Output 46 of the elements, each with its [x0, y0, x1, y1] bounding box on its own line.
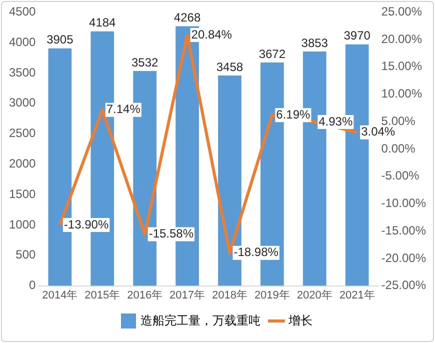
data-label: -18.98% — [234, 245, 279, 260]
legend-label: 造船完工量，万载重吨 — [140, 313, 260, 328]
y2-tick-label: 10.00% — [381, 86, 422, 101]
data-label: 3.04% — [361, 124, 396, 139]
y-tick-label: 4000 — [8, 34, 36, 49]
y-tick-label: 3500 — [8, 65, 36, 80]
x-tick-label: 2016年 — [127, 289, 163, 302]
data-label: 4184 — [89, 16, 116, 30]
y2-tick-label: -15.00% — [381, 223, 426, 238]
data-label: 3905 — [46, 32, 74, 47]
y-tick-label: 1500 — [8, 186, 36, 201]
y2-tick-label: -5.00% — [381, 168, 420, 183]
y2-tick-label: 25.00% — [381, 4, 422, 19]
y-tick-label: 3000 — [8, 96, 36, 110]
y2-tick-label: -25.00% — [381, 278, 426, 292]
x-tick-label: 2020年 — [296, 289, 332, 302]
data-label: 3532 — [131, 55, 158, 70]
x-tick-label: 2021年 — [339, 289, 375, 302]
y-tick-label: 0 — [29, 278, 36, 292]
x-tick-label: 2015年 — [84, 289, 120, 302]
y2-tick-label: -10.00% — [381, 196, 426, 210]
y2-tick-label: 15.00% — [381, 59, 422, 74]
y-tick-label: 4500 — [8, 4, 36, 19]
data-label: 7.14% — [106, 102, 141, 116]
y-tick-label: 2500 — [8, 126, 36, 140]
x-tick-label: 2019年 — [254, 289, 290, 302]
legend-label: 增长 — [288, 313, 312, 328]
data-label: 4.93% — [318, 114, 353, 128]
data-label: -13.90% — [64, 217, 109, 232]
x-tick-label: 2017年 — [170, 289, 206, 302]
y-tick-label: 1000 — [8, 217, 36, 232]
data-label: 3458 — [216, 60, 244, 74]
data-label: 3672 — [258, 46, 286, 61]
data-label: 20.84% — [191, 27, 232, 42]
y-tick-label: 500 — [16, 248, 36, 262]
y-tick-label: 2000 — [8, 156, 36, 171]
y2-tick-label: 0.00% — [381, 141, 416, 156]
data-label: 3853 — [301, 36, 328, 50]
data-label: 4268 — [174, 10, 201, 25]
y2-tick-label: 20.00% — [381, 32, 422, 46]
data-label: 6.19% — [276, 107, 311, 122]
data-label: -15.58% — [148, 226, 194, 241]
x-tick-label: 2018年 — [212, 289, 248, 302]
data-label: 3970 — [344, 28, 371, 43]
y2-tick-label: -20.00% — [381, 250, 426, 265]
x-tick-label: 2014年 — [42, 289, 78, 302]
